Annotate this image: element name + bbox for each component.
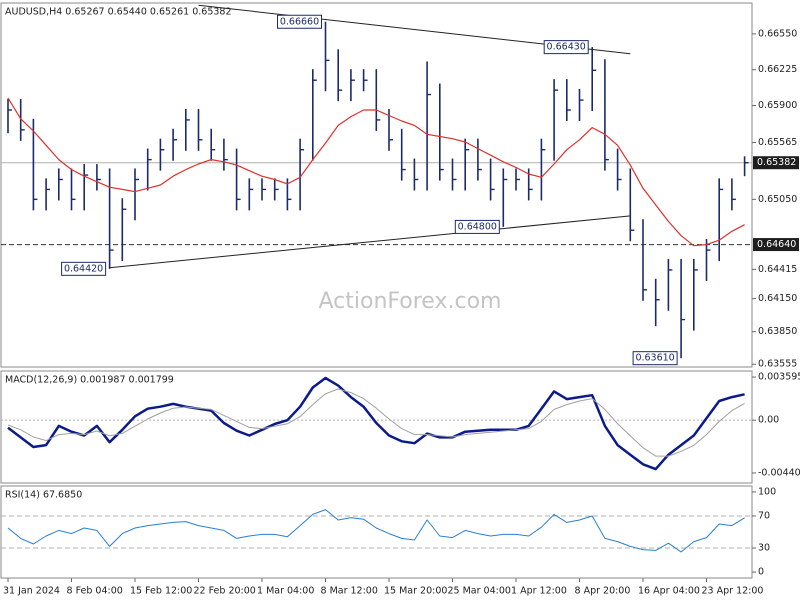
x-tick-label: 8 Mar 12:00 bbox=[321, 586, 378, 597]
y-tick-label: 0.00 bbox=[758, 415, 779, 426]
y-tick-label: 0.64415 bbox=[758, 264, 797, 275]
trend-line bbox=[109, 215, 631, 269]
y-tick-label: 0.003595 bbox=[758, 372, 800, 383]
level-box bbox=[543, 40, 589, 55]
y-tick-label: 30 bbox=[758, 543, 770, 554]
level-box-label: 0.64420 bbox=[64, 263, 103, 274]
panel-frame bbox=[0, 370, 753, 484]
panel-title: MACD(12,26,9) 0.001987 0.001799 bbox=[5, 375, 174, 386]
price-tag bbox=[753, 156, 799, 170]
y-tick-label: 0.66225 bbox=[758, 64, 797, 75]
x-tick-label: 23 Apr 12:00 bbox=[702, 586, 764, 597]
x-tick-label: 15 Mar 20:00 bbox=[384, 586, 447, 597]
panel-title: RSI(14) 67.6850 bbox=[5, 490, 82, 501]
data-line bbox=[7, 376, 745, 471]
y-tick-label: 0.63850 bbox=[758, 326, 797, 337]
panel-title: AUDUSD,H4 0.65267 0.65440 0.65261 0.6538… bbox=[5, 7, 232, 18]
level-box bbox=[632, 351, 678, 366]
price-tag-label: 0.64640 bbox=[757, 239, 796, 250]
x-tick-label: 22 Feb 20:00 bbox=[194, 586, 256, 597]
level-box-label: 0.66430 bbox=[547, 42, 586, 53]
x-tick-label: 1 Mar 04:00 bbox=[257, 586, 314, 597]
level-box bbox=[61, 261, 107, 276]
y-tick-label: 0.65050 bbox=[758, 194, 797, 205]
level-box-label: 0.64800 bbox=[458, 221, 497, 232]
y-tick-label: 100 bbox=[758, 486, 776, 497]
y-tick-label: 0.66550 bbox=[758, 28, 797, 39]
y-tick-label: 0.65565 bbox=[758, 137, 797, 148]
price-tag bbox=[753, 238, 799, 252]
watermark: ActionForex.com bbox=[319, 289, 502, 314]
panel-frame bbox=[0, 2, 753, 368]
y-tick-label: -0.004403 bbox=[758, 467, 800, 478]
x-tick-label: 15 Feb 12:00 bbox=[130, 586, 192, 597]
y-tick-label: 70 bbox=[758, 510, 770, 521]
price-tag-label: 0.65382 bbox=[757, 157, 796, 168]
data-line bbox=[7, 388, 745, 457]
x-tick-label: 25 Mar 04:00 bbox=[448, 586, 511, 597]
x-tick-label: 8 Apr 20:00 bbox=[575, 586, 631, 597]
data-line bbox=[7, 509, 745, 553]
y-tick-label: 0.64150 bbox=[758, 293, 797, 304]
level-box-label: 0.66660 bbox=[280, 16, 319, 27]
x-tick-label: 31 Jan 2024 bbox=[3, 586, 60, 597]
x-tick-label: 16 Apr 04:00 bbox=[638, 586, 700, 597]
x-tick-label: 1 Apr 12:00 bbox=[511, 586, 567, 597]
level-box bbox=[277, 14, 322, 29]
panel-frame bbox=[0, 485, 753, 579]
x-tick-label: 8 Feb 04:00 bbox=[67, 586, 123, 597]
level-box-label: 0.63610 bbox=[635, 353, 674, 364]
y-tick-label: 0.65900 bbox=[758, 100, 797, 111]
y-tick-label: 0 bbox=[758, 567, 764, 578]
data-line bbox=[7, 97, 745, 247]
y-tick-label: 0.63555 bbox=[758, 359, 797, 370]
level-box bbox=[454, 219, 500, 234]
